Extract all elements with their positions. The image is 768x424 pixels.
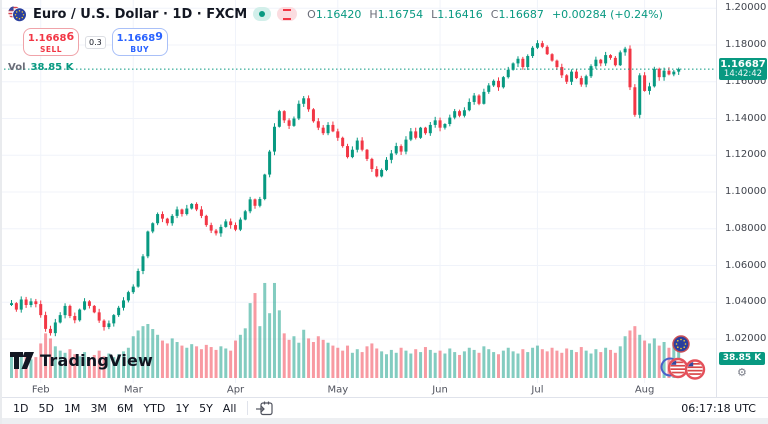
time-axis-month-label: May <box>327 385 348 396</box>
time-axis-month-label: Aug <box>635 385 655 396</box>
calendar-goto-icon[interactable] <box>254 400 275 417</box>
price-axis-label: 1.08000 <box>725 222 767 234</box>
utc-clock[interactable]: 06:17:18 UTC <box>681 401 756 415</box>
time-axis-month-label: Jun <box>431 385 448 396</box>
economic-event-flags[interactable] <box>651 332 711 388</box>
time-axis-month-label: Mar <box>124 385 144 396</box>
tradingview-logo-text: TradingView <box>40 351 154 370</box>
price-axis-label: 1.04000 <box>725 296 767 308</box>
price-axis-label: 1.10000 <box>725 186 767 197</box>
eur-usd-pair-logo <box>8 6 27 22</box>
price-axis-label: 1.16000 <box>725 75 767 87</box>
sell-button[interactable]: 1.16686 SELL <box>23 28 79 56</box>
range-button-1m[interactable]: 1M <box>59 400 86 417</box>
range-button-5d[interactable]: 5D <box>33 400 58 417</box>
red-bars-pill-icon[interactable] <box>277 7 298 21</box>
change-value: +0.00284 (+0.24%) <box>551 7 663 21</box>
price-axis-label: 1.12000 <box>725 149 767 161</box>
range-button-6m[interactable]: 6M <box>112 400 139 417</box>
symbol-title[interactable]: Euro / U.S. Dollar · 1D · FXCM <box>33 6 248 22</box>
window-left-edge <box>0 0 2 424</box>
range-button-1y[interactable]: 1Y <box>170 400 194 417</box>
window-bottom-edge <box>0 418 768 424</box>
us-flag-icon <box>684 359 706 380</box>
volume-badge: 38.85 K <box>719 352 765 365</box>
chart-legend: Euro / U.S. Dollar · 1D · FXCM O1.16420 … <box>8 5 663 73</box>
us-flag-icon <box>667 357 689 379</box>
price-axis-label: 1.14000 <box>725 112 767 124</box>
gear-icon[interactable]: ⚙ <box>737 366 747 379</box>
price-axis-label: 1.06000 <box>725 259 767 271</box>
bar-countdown: 14:42:42 <box>723 69 763 80</box>
candlestick-chart[interactable]: Feb Mar Apr May Jun Jul Aug <box>0 0 716 397</box>
range-button-3m[interactable]: 3M <box>85 400 112 417</box>
spread-value: 0.3 <box>85 35 106 49</box>
ohlc-values: O1.16420 H1.16754 L1.16416 C1.16687 +0.0… <box>307 7 663 21</box>
tradingview-logo[interactable]: TradingView <box>10 351 153 370</box>
current-price-badge: 1.16687 14:42:42 <box>719 58 767 81</box>
range-button-5y[interactable]: 5Y <box>194 400 218 417</box>
price-axis-label: 1.18000 <box>725 39 767 50</box>
bottom-toolbar: 1D 5D 1M 3M 6M YTD 1Y 5Y All 06:17:18 UTC <box>0 397 768 418</box>
range-button-all[interactable]: All <box>218 400 242 417</box>
market-open-dot-icon[interactable] <box>253 7 272 21</box>
toolbar-divider <box>247 401 249 415</box>
tradingview-logo-mark <box>10 352 34 369</box>
eu-flag-icon <box>672 335 690 353</box>
price-axis-label: 1.20000 <box>725 2 767 14</box>
price-axis-label: 1.02000 <box>725 333 767 344</box>
range-button-1d[interactable]: 1D <box>8 400 33 417</box>
price-axis[interactable]: 1.16687 14:42:42 38.85 K ⚙ 1.20000 1.1800… <box>716 0 768 397</box>
date-range-toolbar: 1D 5D 1M 3M 6M YTD 1Y 5Y All <box>8 400 241 417</box>
time-axis-month-label: Jul <box>530 385 543 396</box>
volume-indicator[interactable]: Vol 38.85 K <box>8 62 74 73</box>
time-axis-month-label: Feb <box>32 385 50 396</box>
time-axis-month-label: Apr <box>227 385 245 396</box>
range-button-ytd[interactable]: YTD <box>138 400 170 417</box>
buy-button[interactable]: 1.16689 BUY <box>111 28 168 56</box>
